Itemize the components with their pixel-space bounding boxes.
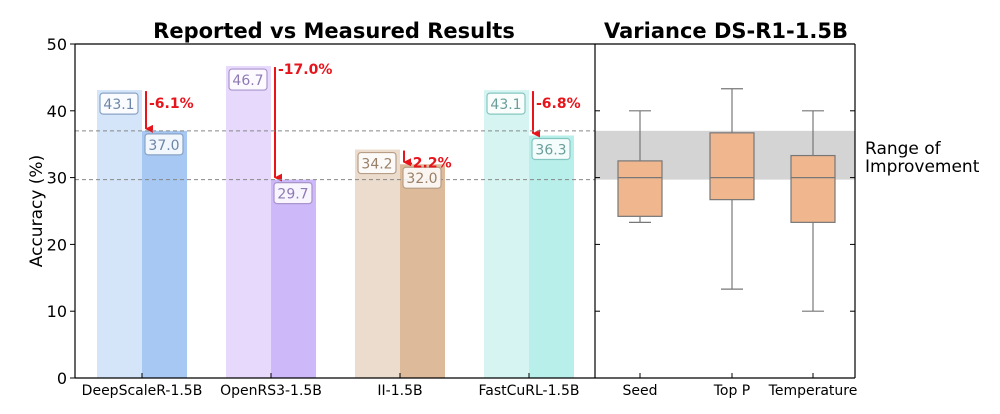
value-label-text: 43.1 [490,97,521,113]
value-label-box [402,166,442,189]
value-label-reported-2: 46.7 [228,68,268,91]
y-tick-label-4: 30 [47,169,67,188]
value-label-box [228,68,268,91]
box-seed [617,110,663,223]
box-top-p [709,88,755,290]
value-label-measured-1: 37.0 [144,133,184,156]
bar-reported-3 [355,149,400,378]
bar-measured-1 [142,130,187,378]
value-label-box [144,133,184,156]
bar-reported-2 [226,66,271,378]
x-tick-label-1: DeepScaleR-1.5B [82,383,203,399]
box-x-tick-label-3: Temperature [768,383,858,399]
box-x-tick-label-1: Seed [623,383,658,399]
value-label-reported-3: 34.2 [357,151,397,175]
value-label-box [531,137,571,161]
value-label-box [486,92,526,115]
drop-label-3: -2.2% [407,156,452,172]
y-tick-label-5: 40 [47,102,67,121]
value-label-text: 36.3 [535,143,566,159]
value-label-reported-4: 43.1 [486,92,526,115]
value-label-box [357,151,397,175]
range-label-line-2: Improvement [865,157,980,177]
drop-label-4: -6.8% [536,96,581,112]
y-tick-label-2: 10 [47,302,67,321]
left-chart-title: Reported vs Measured Results [153,19,515,43]
box-x-tick-label-2: Top P [713,383,751,399]
right-chart-title: Variance DS-R1-1.5B [604,19,848,43]
bar-reported-1 [97,90,142,378]
y-tick-label-6: 50 [47,35,67,54]
value-label-measured-3: 32.0 [402,166,442,189]
y-tick-label-3: 20 [47,235,67,254]
value-label-text: 37.0 [148,138,179,154]
axes-frame [74,43,856,379]
value-label-box [273,182,313,205]
range-label-line-1: Range of [865,139,942,159]
value-label-measured-4: 36.3 [531,137,571,161]
x-tick-label-2: OpenRS3-1.5B [220,383,322,399]
box-temperature [790,110,836,312]
box-body [617,160,663,217]
value-label-box [99,92,139,115]
y-axis-label: Accuracy (%) [27,155,47,267]
value-label-text: 46.7 [232,73,263,89]
value-label-text: 29.7 [277,187,308,203]
value-label-reported-1: 43.1 [99,92,139,115]
bar-measured-2 [271,179,316,378]
drop-label-2: -17.0% [278,62,332,78]
box-body [709,132,755,201]
value-label-text: 32.0 [406,171,437,187]
bar-measured-3 [400,164,445,378]
value-label-measured-2: 29.7 [273,182,313,205]
x-tick-label-3: II-1.5B [377,383,422,399]
bar-measured-4 [529,135,574,378]
box-body [790,154,836,223]
value-label-text: 43.1 [103,97,134,113]
y-tick-label-1: 0 [57,369,67,388]
value-label-text: 34.2 [361,157,392,173]
drop-label-1: -6.1% [149,96,194,112]
x-tick-label-4: FastCuRL-1.5B [479,383,580,399]
bar-reported-4 [484,90,529,378]
